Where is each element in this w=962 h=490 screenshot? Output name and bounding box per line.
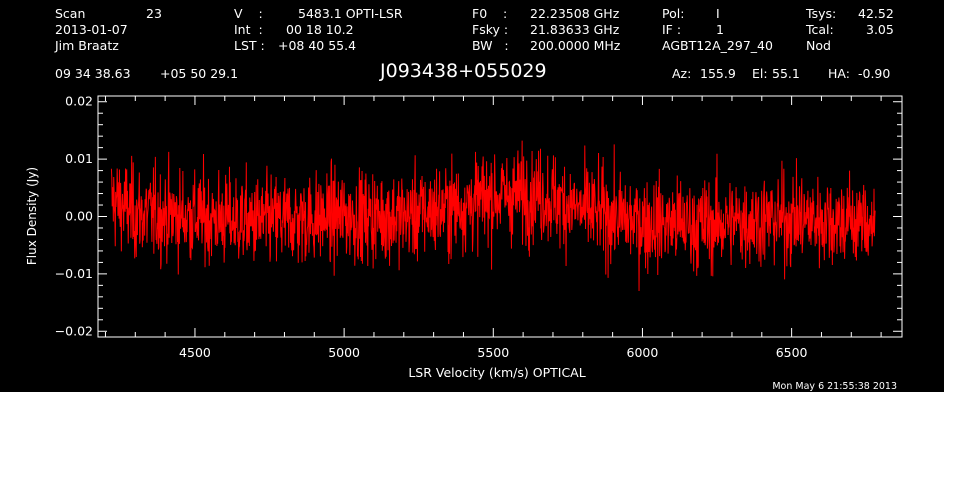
x-tick-label: 6000 <box>627 345 659 360</box>
hour-angle-label: HA: <box>828 66 850 81</box>
y-tick-label: −0.02 <box>55 323 93 338</box>
spectrum-trace-layer <box>110 140 876 292</box>
velocity-value: 5483.1 OPTI-LSR <box>298 6 403 21</box>
observation-date: 2013-01-07 <box>55 22 128 37</box>
bandwidth-value: 200.0000 MHz <box>530 38 621 53</box>
lst-value: +08 40 55.4 <box>278 38 357 53</box>
y-axis-label: Flux Density (Jy) <box>25 167 39 265</box>
integration-label: Int : <box>234 22 263 37</box>
x-tick-label: 6500 <box>776 345 808 360</box>
rest-frequency-label: F0 : <box>472 6 508 21</box>
scan-value: 23 <box>146 6 162 21</box>
procedure-name: Nod <box>806 38 831 53</box>
lst-label: LST : <box>234 38 265 53</box>
tsys-value: 42.52 <box>858 6 894 21</box>
x-tick-label: 5500 <box>477 345 509 360</box>
azimuth-label: Az: <box>672 66 692 81</box>
observer-name: Jim Braatz <box>55 38 119 53</box>
y-tick-label: 0.02 <box>65 94 93 109</box>
tcal-value: 3.05 <box>866 22 894 37</box>
x-tick-label: 4500 <box>179 345 211 360</box>
polarization-label: Pol: <box>662 6 685 21</box>
bandwidth-label: BW : <box>472 38 509 53</box>
azimuth-value: 155.9 <box>700 66 736 81</box>
elevation-label: El: <box>752 66 768 81</box>
integration-value: 00 18 10.2 <box>286 22 354 37</box>
scan-label: Scan <box>55 6 86 21</box>
x-tick-label: 5000 <box>328 345 360 360</box>
spectrum-chart: 4500 5000 5500 6000 6500 −0.02 −0.01 0.00 0.01 0.… <box>25 94 903 392</box>
rest-frequency-value: 22.23508 GHz <box>530 6 620 21</box>
sky-frequency-value: 21.83633 GHz <box>530 22 620 37</box>
declination: +05 50 29.1 <box>160 66 239 81</box>
if-label: IF : <box>662 22 682 37</box>
x-axis-label: LSR Velocity (km/s) OPTICAL <box>408 365 585 380</box>
plot-panel: Scan 23 2013-01-07 Jim Braatz V : 5483.1… <box>0 0 944 392</box>
source-name: J093438+055029 <box>380 60 547 82</box>
elevation-value: 55.1 <box>772 66 800 81</box>
y-tick-label: 0.00 <box>65 209 93 224</box>
axis-ticks: 4500 5000 5500 6000 6500 −0.02 −0.01 0.00 0.01 0.… <box>55 94 902 360</box>
sky-frequency-label: Fsky : <box>472 22 509 37</box>
if-value: 1 <box>716 22 724 37</box>
right-ascension: 09 34 38.63 <box>55 66 131 81</box>
hour-angle-value: -0.90 <box>858 66 891 81</box>
y-tick-label: 0.01 <box>65 151 93 166</box>
plot-timestamp: Mon May 6 21:55:38 2013 <box>772 381 897 392</box>
y-tick-label: −0.01 <box>55 266 93 281</box>
polarization-value: I <box>716 6 720 21</box>
tcal-label: Tcal: <box>806 22 834 37</box>
project-id: AGBT12A_297_40 <box>662 38 773 53</box>
tsys-label: Tsys: <box>806 6 837 21</box>
velocity-label: V : <box>234 6 263 21</box>
spectrum-series-0 <box>110 140 876 292</box>
